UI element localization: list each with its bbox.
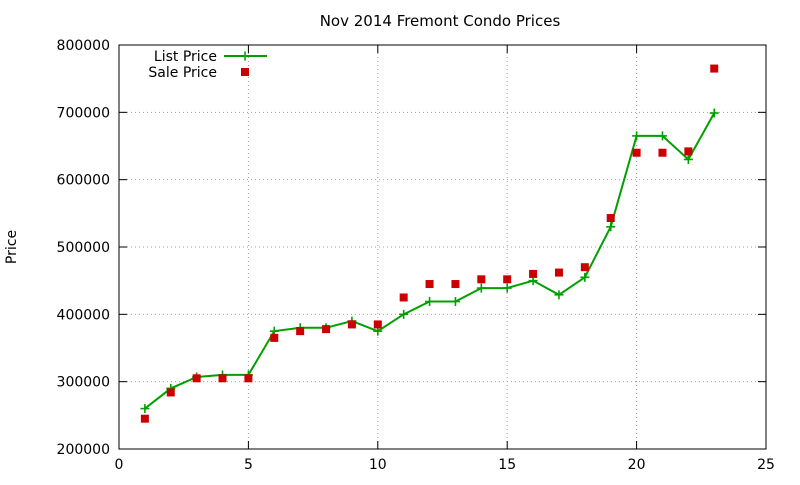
legend-label-sale-price: Sale Price [148, 65, 217, 81]
list-price-point [709, 108, 719, 118]
y-tick-label: 500000 [57, 240, 110, 256]
sale-price-point [451, 280, 460, 289]
grid-lines [119, 45, 766, 449]
y-tick-label: 400000 [57, 307, 110, 323]
list-price-series [140, 108, 719, 414]
list-price-point [476, 283, 486, 293]
y-tick-label: 300000 [57, 375, 110, 391]
sale-price-point [606, 214, 615, 223]
sale-price-point [244, 374, 253, 383]
y-tick-label: 600000 [57, 173, 110, 189]
x-tick-label: 5 [244, 457, 253, 473]
list-price-point [502, 283, 512, 293]
sale-price-point [218, 374, 227, 383]
sale-price-point [580, 263, 589, 272]
sale-price-point [399, 293, 408, 302]
list-price-point [657, 131, 667, 141]
y-axis-label: Price [4, 230, 20, 264]
y-tick-label: 200000 [57, 442, 110, 458]
legend-label-list-price: List Price [154, 49, 217, 65]
x-tick-label: 10 [369, 457, 387, 473]
sale-price-point [166, 388, 175, 397]
list-price-point [632, 131, 642, 141]
list-price-point [140, 404, 150, 414]
sale-price-point [477, 275, 486, 284]
sale-price-point [710, 64, 719, 73]
sale-price-point [270, 333, 279, 342]
y-tick-label: 700000 [57, 105, 110, 121]
list-price-point [580, 272, 590, 282]
sale-price-point [684, 147, 693, 156]
list-price-point [606, 222, 616, 232]
sale-price-point [554, 268, 563, 277]
x-tick-label: 20 [628, 457, 646, 473]
y-tick-label: 800000 [57, 38, 110, 54]
legend-marker-list-price [240, 51, 250, 61]
sale-price-point [347, 320, 356, 329]
axis-ticks: 0 5 10 15 20 25 200000 300000 400000 500000 600000… [57, 38, 775, 473]
sale-price-point [658, 148, 667, 157]
list-price-point [425, 297, 435, 307]
chart-title: Nov 2014 Fremont Condo Prices [320, 12, 561, 30]
legend-marker-sale-price [241, 68, 249, 76]
list-price-point [450, 297, 460, 307]
sale-price-point [503, 275, 512, 284]
x-tick-label: 15 [498, 457, 516, 473]
list-price-point [399, 309, 409, 319]
plot-frame [118, 44, 767, 450]
sale-price-point [140, 414, 149, 423]
sale-price-series [140, 64, 719, 423]
x-tick-label: 25 [757, 457, 775, 473]
sale-price-point [192, 374, 201, 383]
list-price-point [683, 154, 693, 164]
x-tick-label: 0 [115, 457, 124, 473]
list-price-point [554, 290, 564, 300]
sale-price-point [322, 325, 331, 334]
list-price-line [144, 112, 716, 410]
series-layer [140, 64, 719, 423]
sale-price-point [296, 327, 305, 336]
sale-price-point [373, 320, 382, 329]
sale-price-point [425, 280, 434, 289]
sale-price-point [632, 148, 641, 157]
sale-price-point [529, 269, 538, 278]
